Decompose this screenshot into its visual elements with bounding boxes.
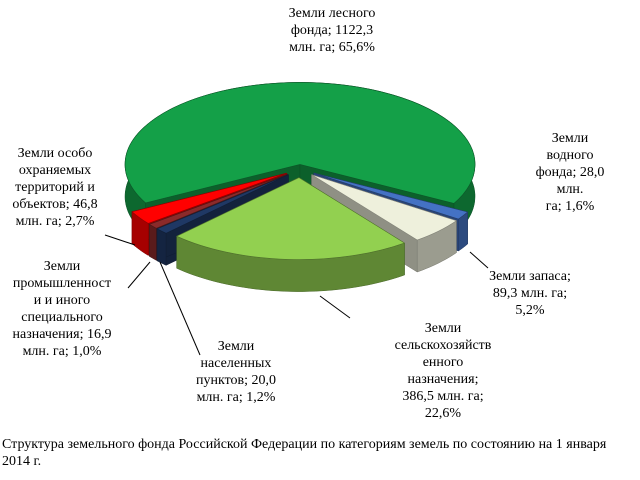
data-label: Земли сельскохозяйств енного назначения;… xyxy=(394,321,492,421)
slice xyxy=(148,173,288,229)
slice xyxy=(313,172,469,220)
leader-line xyxy=(104,234,136,246)
slice xyxy=(156,174,289,234)
data-label: Земли особо охраняемых территорий и объе… xyxy=(12,146,98,229)
chart-title: Структура земельного фонда Российской Фе… xyxy=(2,437,607,469)
slice-side xyxy=(149,223,157,261)
leader-line xyxy=(319,295,351,319)
slice xyxy=(131,172,287,224)
slice xyxy=(175,177,406,260)
slice xyxy=(311,174,458,241)
leader-line xyxy=(159,261,201,356)
leader-line xyxy=(469,251,489,269)
slice-side xyxy=(156,228,167,266)
data-label: Земли промышленност и и иного специально… xyxy=(12,259,112,359)
slice xyxy=(124,82,476,204)
data-label: Земли лесного фонда; 1122,3 млн. га; 65,… xyxy=(288,6,376,55)
data-label: Земли населенных пунктов; 20,0 млн. га; … xyxy=(195,339,277,405)
data-label: Земли водного фонда; 28,0 млн. га; 1,6% xyxy=(535,131,605,214)
leader-line xyxy=(127,261,151,289)
data-label: Земли запаса; 89,3 млн. га; 5,2% xyxy=(489,269,571,318)
